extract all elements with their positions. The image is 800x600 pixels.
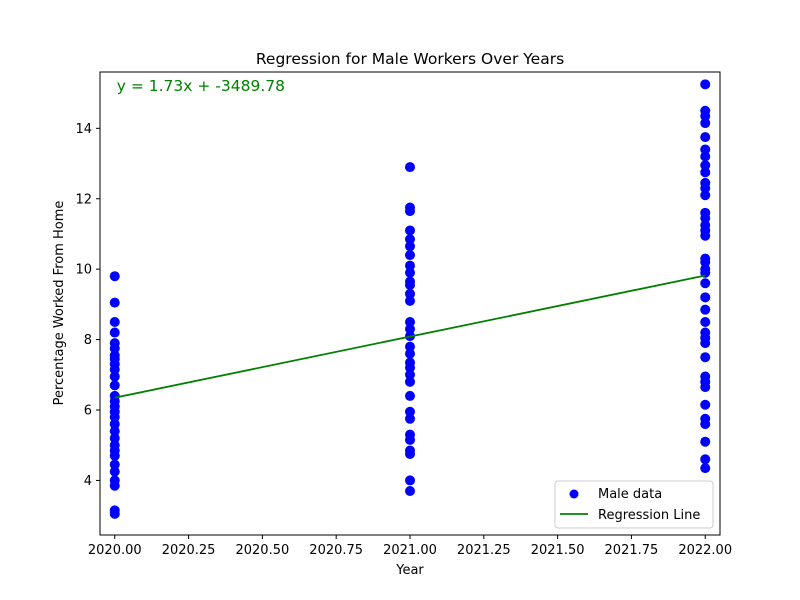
data-point <box>405 324 415 335</box>
data-point <box>700 257 711 268</box>
data-point <box>405 234 415 245</box>
data-point <box>700 304 711 315</box>
series-layer <box>109 79 711 519</box>
data-point <box>405 475 415 486</box>
data-point <box>700 167 711 178</box>
data-point <box>405 362 415 373</box>
data-point <box>109 364 120 375</box>
data-point <box>405 390 415 401</box>
data-point <box>109 450 120 461</box>
data-point <box>109 371 120 382</box>
data-point <box>109 426 120 437</box>
data-point <box>109 459 120 470</box>
regression-line <box>114 274 706 399</box>
data-point <box>405 348 415 359</box>
x-axis-label: Year <box>395 563 424 578</box>
x-tick-label: 2021.25 <box>457 543 511 558</box>
x-tick-label: 2021.75 <box>605 543 659 558</box>
data-point <box>405 434 415 445</box>
data-point <box>405 413 415 424</box>
data-point <box>700 151 711 162</box>
data-point <box>405 485 415 496</box>
data-point <box>700 399 711 410</box>
y-tick-label: 6 <box>84 404 92 419</box>
legend-marker-male-data <box>569 489 579 499</box>
data-point <box>700 144 711 155</box>
data-point <box>405 449 415 460</box>
data-point <box>700 190 711 201</box>
x-tick-label: 2020.50 <box>235 543 289 558</box>
data-point <box>700 183 711 194</box>
x-tick-label: 2022.00 <box>678 543 732 558</box>
data-point <box>700 316 711 327</box>
y-tick-label: 14 <box>75 122 92 137</box>
chart-title: Regression for Male Workers Over Years <box>256 50 564 68</box>
y-axis-label: Percentage Worked From Home <box>52 201 67 406</box>
data-point <box>109 466 120 477</box>
data-point <box>700 454 711 465</box>
data-point <box>700 160 711 171</box>
x-axis: 2020.00 2020.25 2020.50 2020.75 2021.00 2021.… <box>88 535 732 558</box>
data-point <box>700 230 711 241</box>
regression-equation-annotation: y = 1.73x + -3489.78 <box>117 77 285 95</box>
data-point <box>405 376 415 387</box>
legend-label-male-data: Male data <box>598 487 662 502</box>
y-tick-label: 8 <box>84 333 92 348</box>
data-point <box>700 132 711 143</box>
data-point <box>700 338 711 349</box>
data-point <box>109 380 120 391</box>
data-point <box>405 206 415 217</box>
data-point <box>700 463 711 474</box>
data-point <box>700 352 711 363</box>
data-point <box>700 213 711 224</box>
data-point <box>405 341 415 352</box>
data-point <box>405 295 415 306</box>
data-point <box>700 419 711 430</box>
data-point <box>700 382 711 393</box>
data-point <box>109 327 120 338</box>
data-point <box>405 162 415 173</box>
x-tick-label: 2020.25 <box>162 543 216 558</box>
data-point <box>109 412 120 423</box>
data-point <box>109 419 120 430</box>
data-point <box>405 225 415 236</box>
x-tick-label: 2021.50 <box>531 543 585 558</box>
x-tick-label: 2021.00 <box>383 543 437 558</box>
legend: Male data Regression Line <box>554 480 714 529</box>
data-point <box>109 316 120 327</box>
y-tick-label: 4 <box>84 474 92 489</box>
y-tick-label: 10 <box>75 263 92 278</box>
data-point <box>700 111 711 122</box>
data-point <box>405 288 415 299</box>
data-point <box>109 480 120 491</box>
data-point <box>109 433 120 444</box>
data-point <box>700 118 711 129</box>
data-point <box>405 241 415 252</box>
data-point <box>405 267 415 278</box>
data-point <box>700 292 711 303</box>
x-tick-label: 2020.75 <box>309 543 363 558</box>
legend-label-regression-line: Regression Line <box>598 508 700 523</box>
data-point <box>405 250 415 261</box>
data-point <box>109 271 120 282</box>
data-point <box>700 79 711 90</box>
data-point <box>405 280 415 291</box>
y-axis: 4 6 8 10 12 14 <box>75 122 100 489</box>
data-point <box>700 278 711 289</box>
data-point <box>109 508 120 519</box>
x-tick-label: 2020.00 <box>88 543 142 558</box>
data-point <box>109 343 120 354</box>
y-tick-label: 12 <box>75 192 92 207</box>
data-point <box>405 369 415 380</box>
data-point <box>405 406 415 417</box>
data-point <box>405 260 415 271</box>
legend-box <box>554 480 714 529</box>
data-point <box>700 436 711 447</box>
data-point <box>109 297 120 308</box>
data-point <box>405 316 415 327</box>
